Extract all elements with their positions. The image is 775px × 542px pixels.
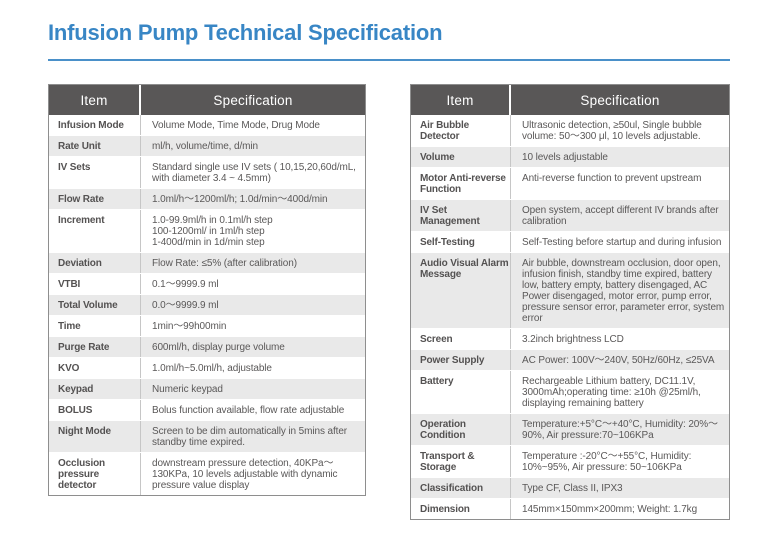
spec-item-label: Dimension: [411, 499, 511, 520]
spec-item-label: IV Set Management: [411, 200, 511, 232]
spec-value: 1.0-99.9ml/h in 0.1ml/h step 100-1200ml/ …: [152, 215, 273, 249]
table-row: Purge Rate 600ml/h, display purge volume: [49, 336, 365, 358]
spec-item-label: Classification: [411, 478, 511, 499]
table-row: Rate Unit ml/h, volume/time, d/min: [49, 135, 365, 157]
spec-value: Self-Testing before startup and during i…: [522, 237, 722, 249]
spec-value: 0.1～9999.9 ml: [152, 279, 219, 291]
spec-value: Open system, accept different IV brands …: [522, 205, 719, 228]
spec-item-label: Flow Rate: [49, 189, 141, 210]
spec-item-label: Increment: [49, 210, 141, 253]
table-row: Air Bubble Detector Ultrasonic detection, …: [411, 115, 729, 147]
spec-value: 1.0ml/h~5.0ml/h, adjustable: [152, 363, 272, 375]
table-row: Motor Anti-reverse Function Anti-reverse f…: [411, 167, 729, 200]
spec-value: 10 levels adjustable: [522, 152, 608, 164]
spec-item-label: KVO: [49, 358, 141, 379]
table-row: IV Set Management Open system, accept diff…: [411, 199, 729, 232]
spec-item-label: Total Volume: [49, 295, 141, 316]
column-header-specification: Specification: [580, 92, 660, 108]
table-row: Battery Rechargeable Lithium battery, DC1…: [411, 370, 729, 414]
spec-item-label: Occlusion pressure detector: [49, 453, 141, 496]
spec-value: Flow Rate: ≤5% (after calibration): [152, 258, 297, 270]
spec-value: 1.0ml/h～1200ml/h; 1.0d/min～400d/min: [152, 194, 328, 206]
table-row: Classification Type CF, Class II, IPX3: [411, 477, 729, 499]
table-row: Occlusion pressure detector downstream pres…: [49, 452, 365, 496]
spec-item-label: Night Mode: [49, 421, 141, 453]
table-row: VTBI 0.1～9999.9 ml: [49, 273, 365, 295]
spec-item-label: Operation Condition: [411, 414, 511, 446]
spec-value: ml/h, volume/time, d/min: [152, 141, 258, 153]
spec-item-label: Power Supply: [411, 350, 511, 371]
spec-item-label: Purge Rate: [49, 337, 141, 358]
spec-item-label: Volume: [411, 147, 511, 168]
spec-value: Rechargeable Lithium battery, DC11.1V, 3…: [522, 376, 701, 410]
spec-item-label: Deviation: [49, 253, 141, 274]
spec-item-label: Screen: [411, 329, 511, 350]
table-row: Deviation Flow Rate: ≤5% (after calibrati…: [49, 252, 365, 274]
spec-value: downstream pressure detection, 40KPa～130…: [152, 458, 338, 492]
table-row: Infusion Mode Volume Mode, Time Mode, Dru…: [49, 115, 365, 136]
right-table-header: Item Specification: [411, 85, 729, 116]
spec-item-label: Motor Anti-reverse Function: [411, 168, 511, 200]
spec-value: Temperature :-20°C～+55°C, Humidity: 10%~…: [522, 451, 692, 474]
page: Infusion Pump Technical Specification It…: [48, 20, 730, 521]
spec-value: Air bubble, downstream occlusion, door o…: [522, 258, 725, 325]
spec-tables-container: Item Specification Infusion Mode Volume M…: [48, 84, 730, 521]
column-header-specification: Specification: [213, 92, 293, 108]
table-row: IV Sets Standard single use IV sets ( 10,…: [49, 156, 365, 189]
table-row: Screen 3.2inch brightness LCD: [411, 328, 729, 350]
table-row: Total Volume 0.0～9999.9 ml: [49, 294, 365, 316]
spec-item-label: Time: [49, 316, 141, 337]
table-row: Power Supply AC Power: 100V～240V, 50Hz/60…: [411, 349, 729, 371]
spec-item-label: IV Sets: [49, 157, 141, 189]
left-spec-table: Item Specification Infusion Mode Volume M…: [48, 84, 366, 497]
spec-value: 600ml/h, display purge volume: [152, 342, 285, 354]
column-header-item: Item: [411, 85, 511, 116]
spec-value: Bolus function available, flow rate adju…: [152, 405, 345, 417]
spec-value: Standard single use IV sets ( 10,15,20,6…: [152, 162, 356, 185]
table-body: Air Bubble Detector Ultrasonic detection, …: [411, 115, 729, 520]
spec-item-label: Rate Unit: [49, 136, 141, 157]
spec-item-label: Battery: [411, 371, 511, 414]
right-spec-table: Item Specification Air Bubble Detector Ult…: [410, 84, 730, 521]
spec-value: 1min～99h00min: [152, 321, 227, 333]
spec-item-label: Audio Visual Alarm Message: [411, 253, 511, 329]
table-row: Dimension 145mm×150mm×200mm; Weight: 1.7k…: [411, 498, 729, 520]
spec-value: Ultrasonic detection, ≥50ul, Single bubb…: [522, 120, 702, 143]
spec-value: Screen to be dim automatically in 5mins …: [152, 426, 348, 449]
spec-value: 145mm×150mm×200mm; Weight: 1.7kg: [522, 504, 698, 516]
spec-item-label: VTBI: [49, 274, 141, 295]
table-row: Operation Condition Temperature:+5°C～+40°C…: [411, 413, 729, 446]
column-header-item: Item: [49, 85, 141, 116]
table-row: Increment 1.0-99.9ml/h in 0.1ml/h step 100…: [49, 209, 365, 253]
table-row: Audio Visual Alarm Message Air bubble, dow…: [411, 252, 729, 329]
table-row: BOLUS Bolus function available, flow rate…: [49, 399, 365, 421]
spec-item-label: Keypad: [49, 379, 141, 400]
table-row: Night Mode Screen to be dim automatically…: [49, 420, 365, 453]
spec-value: 3.2inch brightness LCD: [522, 334, 624, 346]
table-row: Keypad Numeric keypad: [49, 378, 365, 400]
title-underline: [48, 59, 730, 62]
table-row: KVO 1.0ml/h~5.0ml/h, adjustable: [49, 357, 365, 379]
table-row: Transport & Storage Temperature :-20°C～+55…: [411, 445, 729, 478]
spec-value: Numeric keypad: [152, 384, 223, 396]
spec-item-label: Infusion Mode: [49, 115, 141, 136]
spec-item-label: Air Bubble Detector: [411, 115, 511, 147]
spec-value: Temperature:+5°C～+40°C, Humidity: 20%～90…: [522, 419, 718, 442]
spec-value: Anti-reverse function to prevent upstrea…: [522, 173, 702, 185]
table-body: Infusion Mode Volume Mode, Time Mode, Dru…: [49, 115, 365, 496]
spec-item-label: BOLUS: [49, 400, 141, 421]
spec-item-label: Self-Testing: [411, 232, 511, 253]
left-table-header: Item Specification: [49, 85, 365, 116]
page-title: Infusion Pump Technical Specification: [48, 20, 443, 45]
spec-value: Volume Mode, Time Mode, Drug Mode: [152, 120, 320, 132]
table-row: Volume 10 levels adjustable: [411, 146, 729, 168]
spec-value: Type CF, Class II, IPX3: [522, 483, 623, 495]
table-row: Self-Testing Self-Testing before startup …: [411, 231, 729, 253]
table-row: Time 1min～99h00min: [49, 315, 365, 337]
spec-value: AC Power: 100V～240V, 50Hz/60Hz, ≤25VA: [522, 355, 715, 367]
spec-value: 0.0～9999.9 ml: [152, 300, 219, 312]
table-row: Flow Rate 1.0ml/h～1200ml/h; 1.0d/min～400d…: [49, 188, 365, 210]
spec-item-label: Transport & Storage: [411, 446, 511, 478]
